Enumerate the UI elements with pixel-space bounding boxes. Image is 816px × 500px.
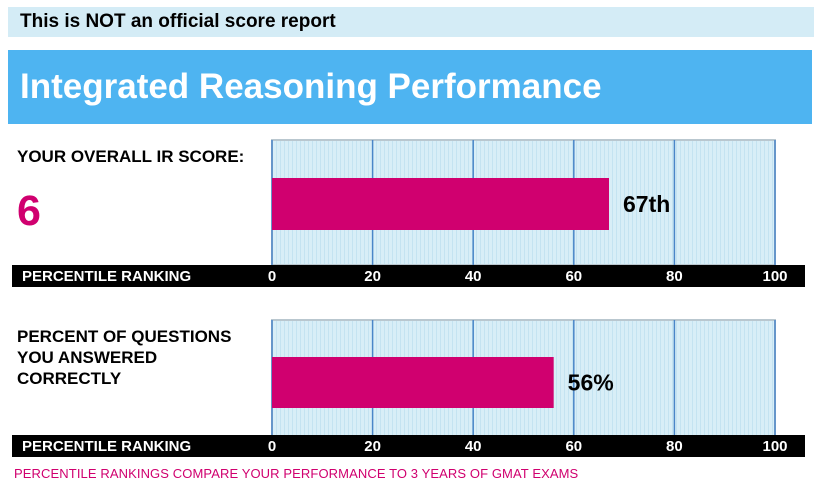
- overall-score-label: YOUR OVERALL IR SCORE:: [17, 147, 245, 166]
- tick-label: 60: [565, 268, 582, 285]
- axis-title: PERCENTILE RANKING: [22, 438, 191, 455]
- bar: [272, 357, 554, 408]
- bar-value-label: 56%: [568, 370, 614, 396]
- percent-correct-label-line-3: CORRECTLY: [17, 369, 122, 388]
- footer-note: PERCENTILE RANKINGS COMPARE YOUR PERFORM…: [14, 466, 579, 481]
- axis-band: [12, 265, 805, 287]
- percent-correct-label-line-1: PERCENT OF QUESTIONS: [17, 327, 232, 346]
- page-title: Integrated Reasoning Performance: [8, 50, 812, 124]
- overall-score-value: 6: [17, 187, 41, 235]
- ir-percentile-chart: 67th PERCENTILE RANKING 0 20 40 60 80 100: [12, 139, 805, 287]
- tick-label: 0: [268, 268, 276, 285]
- tick-label: 100: [762, 438, 787, 455]
- tick-label: 40: [465, 438, 482, 455]
- percent-correct-label-line-2: YOU ANSWERED: [17, 348, 158, 367]
- percent-correct-chart: 56% PERCENTILE RANKING 0 20 40 60 80 100: [12, 319, 805, 457]
- axis-title: PERCENTILE RANKING: [22, 268, 191, 285]
- bar: [272, 178, 610, 230]
- percent-correct-label: PERCENT OF QUESTIONS YOU ANSWERED CORREC…: [17, 326, 231, 389]
- tick-label: 100: [762, 268, 787, 285]
- tick-label: 80: [666, 438, 683, 455]
- disclaimer-notice: This is NOT an official score report: [8, 7, 814, 37]
- axis-band: [12, 435, 805, 457]
- tick-label: 80: [666, 268, 683, 285]
- tick-label: 20: [364, 438, 381, 455]
- bar-value-label: 67th: [623, 191, 670, 217]
- tick-label: 20: [364, 268, 381, 285]
- tick-label: 60: [565, 438, 582, 455]
- tick-label: 0: [268, 438, 276, 455]
- tick-label: 40: [465, 268, 482, 285]
